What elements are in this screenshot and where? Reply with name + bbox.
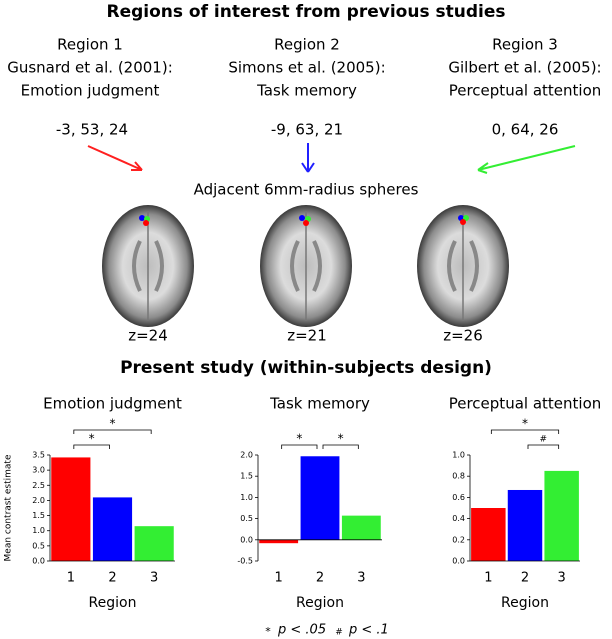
bar bbox=[544, 470, 579, 561]
x-tick-label: 3 bbox=[150, 571, 158, 586]
x-tick-label: 1 bbox=[275, 571, 283, 586]
y-tick-label: 0.2 bbox=[452, 535, 465, 544]
region-source: Simons et al. (2005): bbox=[228, 59, 385, 77]
region-coords: -9, 63, 21 bbox=[271, 121, 343, 139]
brain-slice bbox=[417, 205, 509, 327]
region-name: Region 3 bbox=[492, 36, 558, 54]
y-tick-label: 2.0 bbox=[32, 496, 45, 505]
y-tick-label: 1.0 bbox=[452, 451, 465, 460]
slice-label: z=24 bbox=[128, 327, 168, 345]
x-tick-label: 1 bbox=[67, 571, 75, 586]
y-tick-label: 1.0 bbox=[240, 493, 253, 502]
y-tick-label: 0.0 bbox=[32, 557, 45, 566]
y-tick-label: 0.5 bbox=[240, 514, 253, 523]
chart-title: Task memory bbox=[269, 395, 370, 413]
y-tick-label: 0.5 bbox=[32, 541, 45, 550]
significance-bracket bbox=[73, 444, 110, 449]
significance-bracket bbox=[527, 444, 560, 449]
x-axis-label: Region bbox=[89, 595, 137, 611]
region-source: Gusnard et al. (2001): bbox=[7, 59, 173, 77]
region-coords: -3, 53, 24 bbox=[56, 121, 128, 139]
spheres-label: Adjacent 6mm-radius spheres bbox=[194, 181, 419, 199]
legend-symbol: # bbox=[335, 628, 343, 638]
bar bbox=[51, 457, 91, 561]
bar bbox=[341, 515, 381, 540]
x-tick-label: 3 bbox=[558, 571, 566, 586]
significance-bracket bbox=[281, 444, 318, 449]
x-tick-label: 1 bbox=[484, 571, 492, 586]
region-source: Gilbert et al. (2005): bbox=[448, 59, 601, 77]
significance-label: * bbox=[522, 417, 528, 431]
y-tick-label: 0.4 bbox=[452, 514, 465, 523]
legend-text: p < .05 bbox=[277, 623, 326, 638]
header-title: Regions of interest from previous studie… bbox=[107, 2, 506, 22]
region-task: Emotion judgment bbox=[21, 82, 160, 100]
significance-label: * bbox=[110, 417, 116, 431]
bar bbox=[300, 456, 340, 540]
x-tick-label: 3 bbox=[357, 571, 365, 586]
region-name: Region 2 bbox=[274, 36, 340, 54]
x-tick-label: 2 bbox=[521, 571, 529, 586]
significance-label: # bbox=[540, 435, 548, 445]
bar bbox=[134, 526, 174, 561]
significance-label: * bbox=[89, 432, 95, 446]
y-tick-label: 0.0 bbox=[452, 557, 465, 566]
x-tick-label: 2 bbox=[316, 571, 324, 586]
region-task: Perceptual attention bbox=[449, 82, 602, 100]
y-tick-label: 3.0 bbox=[32, 466, 45, 475]
significance-label: * bbox=[338, 432, 344, 446]
bar bbox=[259, 539, 299, 544]
y-tick-label: 1.5 bbox=[240, 472, 253, 481]
y-tick-label: 1.0 bbox=[32, 526, 45, 535]
y-tick-label: 0.0 bbox=[240, 535, 253, 544]
chart-title: Emotion judgment bbox=[43, 395, 182, 413]
significance-label: * bbox=[296, 432, 302, 446]
y-tick-label: 0.8 bbox=[452, 472, 465, 481]
y-tick-label: 2.0 bbox=[240, 451, 253, 460]
significance-bracket bbox=[73, 429, 152, 434]
bar bbox=[92, 497, 133, 561]
region-task: Task memory bbox=[256, 82, 357, 100]
bar bbox=[507, 489, 543, 561]
bar bbox=[471, 508, 506, 561]
arrow bbox=[87, 143, 576, 174]
significance-bracket bbox=[322, 444, 359, 449]
x-axis-label: Region bbox=[296, 595, 344, 611]
y-tick-label: 0.6 bbox=[452, 493, 465, 502]
slice-label: z=26 bbox=[443, 327, 483, 345]
y-tick-label: 3.5 bbox=[32, 451, 45, 460]
chart-title: Perceptual attention bbox=[449, 395, 602, 413]
legend-symbol: * bbox=[265, 625, 271, 638]
section-title: Present study (within-subjects design) bbox=[120, 358, 492, 378]
significance-bracket bbox=[490, 429, 560, 434]
x-tick-label: 2 bbox=[108, 571, 116, 586]
region-name: Region 1 bbox=[57, 36, 123, 54]
y-tick-label: -0.5 bbox=[237, 557, 253, 566]
legend-text: p < .1 bbox=[348, 623, 389, 638]
x-axis-label: Region bbox=[501, 595, 549, 611]
slice-label: z=21 bbox=[287, 327, 327, 345]
region-coords: 0, 64, 26 bbox=[492, 121, 559, 139]
y-tick-label: 1.5 bbox=[32, 511, 45, 520]
y-axis-label: Mean contrast estimate bbox=[4, 454, 14, 561]
brain-slice bbox=[102, 205, 194, 327]
y-tick-label: 2.5 bbox=[32, 481, 45, 490]
brain-slice bbox=[260, 205, 352, 327]
